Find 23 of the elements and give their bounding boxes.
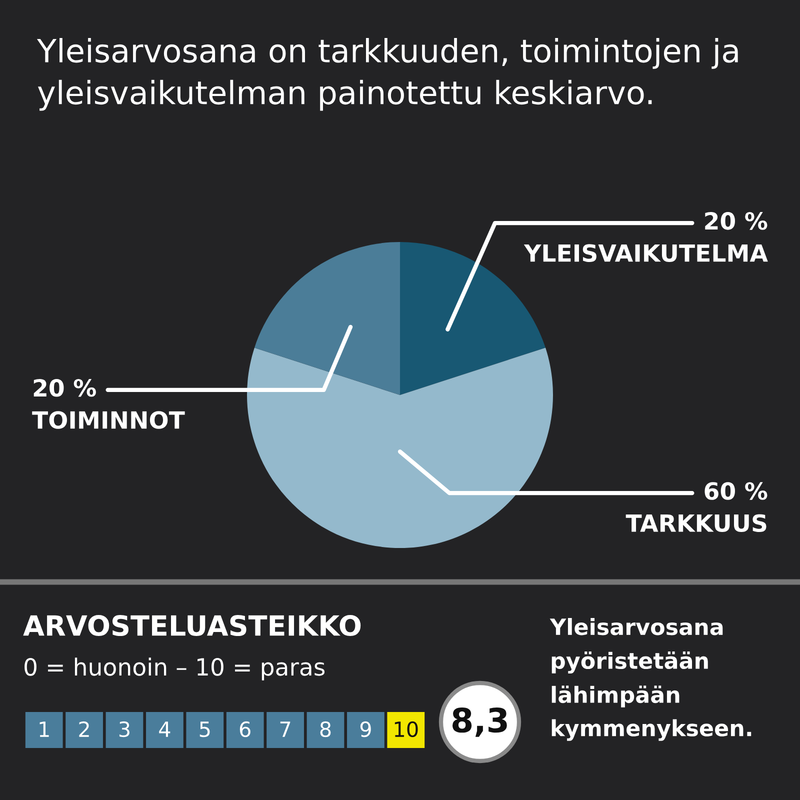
chart-title: Yleisarvosana on tarkkuuden, toimintojen ja yleisvaikutelman painotettu keskiarvo.	[36, 38, 738, 111]
pie-slice	[254, 242, 400, 395]
x-tick-label: 8	[320, 721, 331, 738]
slice-label: YLEISVAIKUTELMA	[524, 244, 768, 262]
x-tick-label: 4	[159, 722, 170, 737]
text: 8,3	[452, 707, 507, 737]
data-label: 60 %	[704, 482, 768, 500]
x-tick-label: 3	[119, 721, 130, 738]
x-tick-label: 10	[394, 721, 418, 738]
chart-title: ARVOSTELUASTEIKKO	[23, 615, 361, 636]
data-label: 20 %	[705, 212, 768, 230]
x-tick-label: 5	[200, 722, 210, 738]
x-tick-label: 6	[240, 721, 250, 738]
data-label: 20 %	[34, 378, 96, 397]
x-tick-label: 7	[280, 722, 290, 737]
slice-label: TOIMINNOT	[32, 411, 185, 429]
text: Yleisarvosana pyöristetään lähimpään kymmenykseen.	[550, 618, 752, 741]
x-tick-label: 1	[40, 722, 49, 737]
x-tick-label: 9	[360, 721, 371, 738]
pie-slice	[247, 348, 553, 548]
slice-label: TARKKUUS	[626, 514, 766, 532]
chart-subtitle: 0 = huonoin – 10 = paras	[24, 658, 325, 680]
x-tick-label: 2	[79, 721, 89, 737]
